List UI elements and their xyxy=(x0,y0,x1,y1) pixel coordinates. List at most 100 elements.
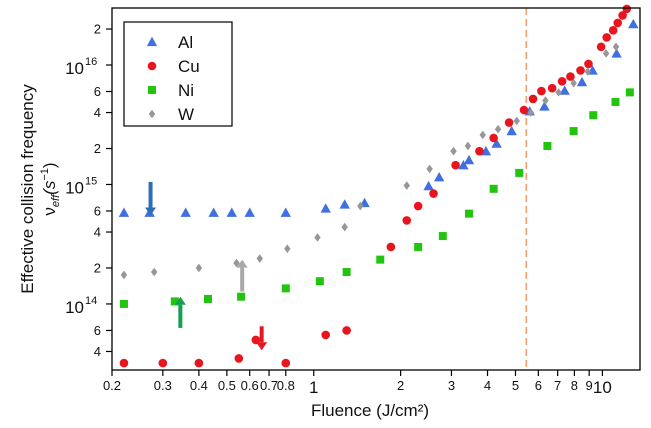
point-cu xyxy=(504,118,514,127)
point-w xyxy=(403,181,410,190)
point-ni xyxy=(438,232,447,241)
point-ni xyxy=(237,292,246,301)
point-w xyxy=(527,108,535,117)
point-ni xyxy=(515,168,524,177)
arrow-head xyxy=(256,342,268,351)
point-cu xyxy=(158,358,168,368)
point-w xyxy=(584,67,591,76)
point-w xyxy=(284,244,291,254)
arrow-head xyxy=(236,259,248,268)
legend-label-ni: Ni xyxy=(178,81,194,100)
point-al xyxy=(280,207,291,217)
point-cu xyxy=(602,33,611,42)
x-axis-title: Fluence (J/cm²) xyxy=(311,401,429,420)
point-cu xyxy=(413,201,423,211)
point-cu xyxy=(321,330,330,340)
point-al xyxy=(244,207,255,217)
x-tick-label: 7 xyxy=(554,378,561,393)
point-cu xyxy=(234,354,244,363)
x-tick-label: 5 xyxy=(512,378,519,393)
x-tick-label: 0.7 xyxy=(260,378,278,393)
point-cu xyxy=(608,26,618,35)
x-tick-label: 0.2 xyxy=(103,378,121,393)
legend-marker-ni xyxy=(148,86,156,94)
y-tick-label: 4 xyxy=(94,344,101,359)
point-cu xyxy=(547,83,557,93)
legend-label-w: W xyxy=(178,105,194,124)
point-w xyxy=(357,201,364,211)
point-w xyxy=(233,258,240,268)
y-tick-label: 2 xyxy=(94,260,101,275)
y-tick-label: 2 xyxy=(94,141,101,156)
x-tick-label: 0.4 xyxy=(190,378,208,393)
legend-label-cu: Cu xyxy=(178,57,200,76)
x-tick-label: 0.8 xyxy=(277,378,295,393)
point-al xyxy=(539,101,550,111)
point-cu xyxy=(251,335,261,345)
point-ni xyxy=(281,284,290,293)
point-w xyxy=(479,130,486,140)
point-w xyxy=(195,263,203,273)
point-w xyxy=(120,270,128,280)
point-al xyxy=(226,207,237,217)
point-cu xyxy=(519,105,529,115)
point-cu xyxy=(194,358,204,368)
point-ni xyxy=(203,295,212,304)
point-al xyxy=(559,85,570,95)
y-axis-title-line1: Effective collision frequency xyxy=(18,84,37,294)
point-ni xyxy=(543,141,552,150)
point-ni xyxy=(342,268,351,277)
point-ni xyxy=(569,127,578,136)
point-al xyxy=(208,207,219,217)
legend-label-al: Al xyxy=(178,33,193,52)
point-w xyxy=(542,96,549,105)
plot-frame xyxy=(111,7,641,371)
y-tick-label: 10 xyxy=(65,298,84,317)
y-tick-exponent: 15 xyxy=(85,175,97,187)
x-tick-label: 9 xyxy=(586,378,593,393)
arrow-annotations xyxy=(145,181,268,351)
point-w xyxy=(612,42,620,52)
series-ni xyxy=(119,88,634,308)
y-tick-label: 6 xyxy=(94,203,101,218)
point-cu xyxy=(475,146,484,156)
x-tick-label: 0.3 xyxy=(154,378,172,393)
arrow-head xyxy=(174,296,186,305)
x-tick-label: 8 xyxy=(571,378,578,393)
legend-marker-cu xyxy=(147,61,157,71)
point-al xyxy=(491,138,502,148)
point-cu xyxy=(342,326,351,335)
point-cu xyxy=(613,18,623,28)
y-tick-label: 2 xyxy=(94,22,101,37)
point-ni xyxy=(611,98,620,107)
data-marks xyxy=(118,4,639,368)
point-cu xyxy=(451,160,460,170)
point-w xyxy=(150,267,158,277)
x-tick-label: 6 xyxy=(535,378,542,393)
point-cu xyxy=(386,242,396,252)
x-axis: 0.2 0.3 0.4 0.5 0.6 0.70.8 1 2 3 4 5 6 7 8 9 10 xyxy=(103,370,612,397)
point-w xyxy=(570,78,577,88)
point-al xyxy=(576,76,588,87)
y-axis-title: Effective collision frequency νeff(s−1) xyxy=(18,84,62,294)
series-w xyxy=(120,42,620,280)
y-tick-label: 4 xyxy=(94,105,101,120)
point-cu xyxy=(566,72,575,81)
point-al xyxy=(480,145,492,156)
y-tick-label: 6 xyxy=(94,84,101,99)
point-ni xyxy=(625,88,634,97)
point-ni xyxy=(170,297,179,306)
legend-marker-w xyxy=(148,109,156,119)
x-tick-label: 10 xyxy=(593,378,612,397)
legend: Al Cu Ni W xyxy=(123,21,233,127)
point-ni xyxy=(489,184,498,193)
point-al xyxy=(320,203,331,213)
point-ni xyxy=(119,299,128,308)
point-al xyxy=(423,180,434,191)
point-al xyxy=(339,199,350,209)
y-tick-exponent: 16 xyxy=(85,56,97,68)
point-al xyxy=(433,172,445,182)
point-w xyxy=(513,116,520,126)
